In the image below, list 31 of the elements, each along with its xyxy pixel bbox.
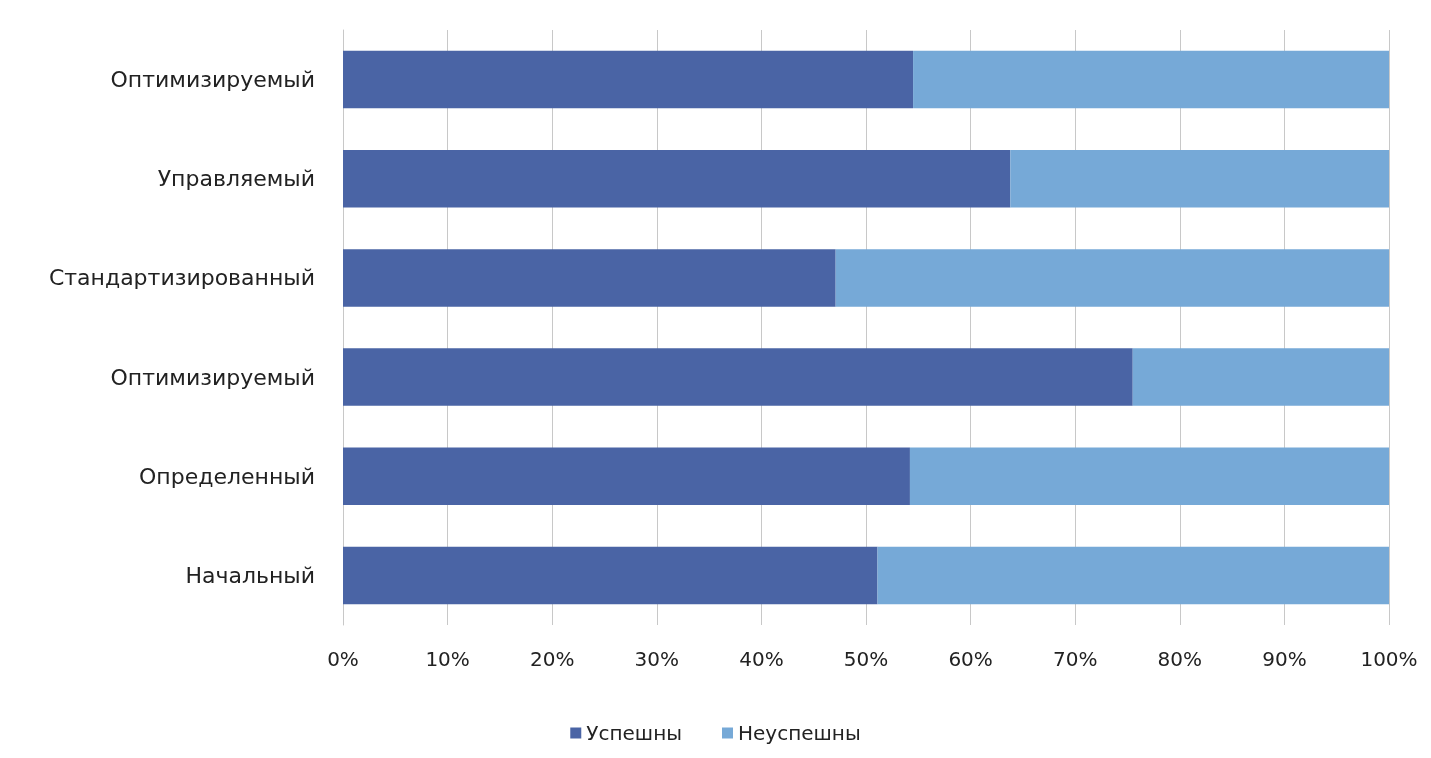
x-tick-label: 80% bbox=[1157, 647, 1203, 671]
y-tick-label: Определенный bbox=[139, 463, 315, 489]
bar bbox=[343, 50, 914, 109]
y-tick-label: Оптимизируемый bbox=[110, 364, 315, 390]
y-tick-label: Начальный bbox=[185, 562, 315, 588]
x-tick-label: 70% bbox=[1052, 647, 1098, 671]
bar bbox=[343, 348, 1133, 406]
x-tick-label: 60% bbox=[948, 647, 993, 671]
y-tick-label: Оптимизируемый bbox=[110, 67, 315, 93]
legend-label: Неуспешны bbox=[738, 721, 861, 745]
legend-label: Успешны bbox=[586, 721, 683, 745]
x-tick-label: 40% bbox=[739, 647, 784, 671]
bar bbox=[343, 447, 910, 506]
x-tick-label: 20% bbox=[529, 647, 575, 671]
y-tick-label: Стандартизированный bbox=[48, 265, 315, 291]
x-tick-label: 50% bbox=[843, 647, 889, 671]
x-tick-label: 90% bbox=[1262, 647, 1307, 671]
x-tick-label: 10% bbox=[425, 647, 470, 671]
x-tick-label: 0% bbox=[327, 647, 359, 671]
x-tick-label: 30% bbox=[634, 647, 680, 671]
y-tick-label: Управляемый bbox=[157, 166, 315, 192]
bar bbox=[1010, 149, 1389, 208]
bar bbox=[835, 249, 1389, 307]
bar bbox=[909, 447, 1389, 506]
x-tick-label: 100% bbox=[1360, 647, 1418, 671]
bar bbox=[913, 50, 1389, 109]
bar bbox=[343, 546, 878, 605]
bar bbox=[1132, 348, 1389, 406]
bar bbox=[343, 149, 1011, 208]
bar bbox=[877, 546, 1389, 605]
bar bbox=[343, 249, 836, 307]
